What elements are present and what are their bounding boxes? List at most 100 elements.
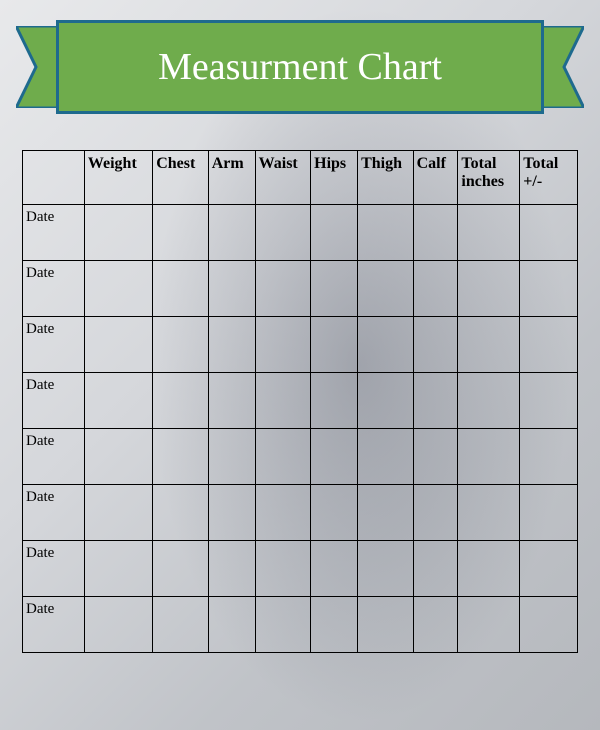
cell [358,205,414,261]
col-header-hips: Hips [311,151,358,205]
table-row: Date [23,485,578,541]
col-header-thigh: Thigh [358,151,414,205]
cell [255,485,311,541]
cell [153,485,209,541]
cell [358,261,414,317]
table-row: Date [23,205,578,261]
cell [413,429,458,485]
cell [84,429,152,485]
cell [255,317,311,373]
row-label: Date [23,597,85,653]
cell [311,205,358,261]
cell [84,261,152,317]
cell [358,485,414,541]
cell [520,485,578,541]
row-label: Date [23,485,85,541]
cell [311,429,358,485]
cell [84,485,152,541]
banner-box: Measurment Chart [56,20,544,114]
cell [84,597,152,653]
cell [208,317,255,373]
col-header-waist: Waist [255,151,311,205]
cell [208,541,255,597]
cell [311,597,358,653]
cell [311,485,358,541]
cell [520,373,578,429]
cell [153,205,209,261]
cell [413,261,458,317]
cell [255,373,311,429]
cell [358,429,414,485]
cell [153,261,209,317]
cell [520,429,578,485]
table-row: Date [23,597,578,653]
measurement-table-wrap: Weight Chest Arm Waist Hips Thigh Calf T… [22,150,578,653]
table-row: Date [23,429,578,485]
cell [208,261,255,317]
row-label: Date [23,205,85,261]
cell [520,261,578,317]
cell [358,373,414,429]
cell [520,541,578,597]
cell [413,597,458,653]
row-label: Date [23,317,85,373]
table-row: Date [23,541,578,597]
col-header-total-inches: Total inches [458,151,520,205]
col-header-arm: Arm [208,151,255,205]
cell [208,429,255,485]
table-row: Date [23,317,578,373]
cell [208,205,255,261]
cell [458,317,520,373]
cell [458,429,520,485]
cell [520,317,578,373]
cell [413,485,458,541]
cell [255,597,311,653]
cell [520,597,578,653]
banner-title: Measurment Chart [158,45,442,89]
cell [255,205,311,261]
col-header-chest: Chest [153,151,209,205]
cell [311,541,358,597]
cell [153,373,209,429]
cell [84,317,152,373]
table-body: Date Date [23,205,578,653]
cell [84,373,152,429]
cell [311,261,358,317]
cell [458,485,520,541]
col-header-calf: Calf [413,151,458,205]
table-header-row: Weight Chest Arm Waist Hips Thigh Calf T… [23,151,578,205]
cell [255,261,311,317]
cell [413,373,458,429]
cell [208,597,255,653]
measurement-table: Weight Chest Arm Waist Hips Thigh Calf T… [22,150,578,653]
cell [458,541,520,597]
row-label: Date [23,261,85,317]
cell [413,541,458,597]
cell [311,373,358,429]
cell [84,205,152,261]
cell [458,597,520,653]
cell [358,541,414,597]
row-label: Date [23,373,85,429]
cell [458,261,520,317]
cell [153,429,209,485]
page: Measurment Chart Weight Chest Arm Waist … [0,0,600,730]
cell [84,541,152,597]
cell [255,429,311,485]
cell [255,541,311,597]
table-row: Date [23,261,578,317]
cell [153,317,209,373]
col-header-total-delta: Total +/- [520,151,578,205]
cell [208,373,255,429]
cell [153,541,209,597]
table-row: Date [23,373,578,429]
col-header-blank [23,151,85,205]
cell [413,205,458,261]
cell [458,205,520,261]
cell [358,597,414,653]
cell [413,317,458,373]
cell [153,597,209,653]
title-banner: Measurment Chart [22,20,578,120]
cell [520,205,578,261]
cell [208,485,255,541]
